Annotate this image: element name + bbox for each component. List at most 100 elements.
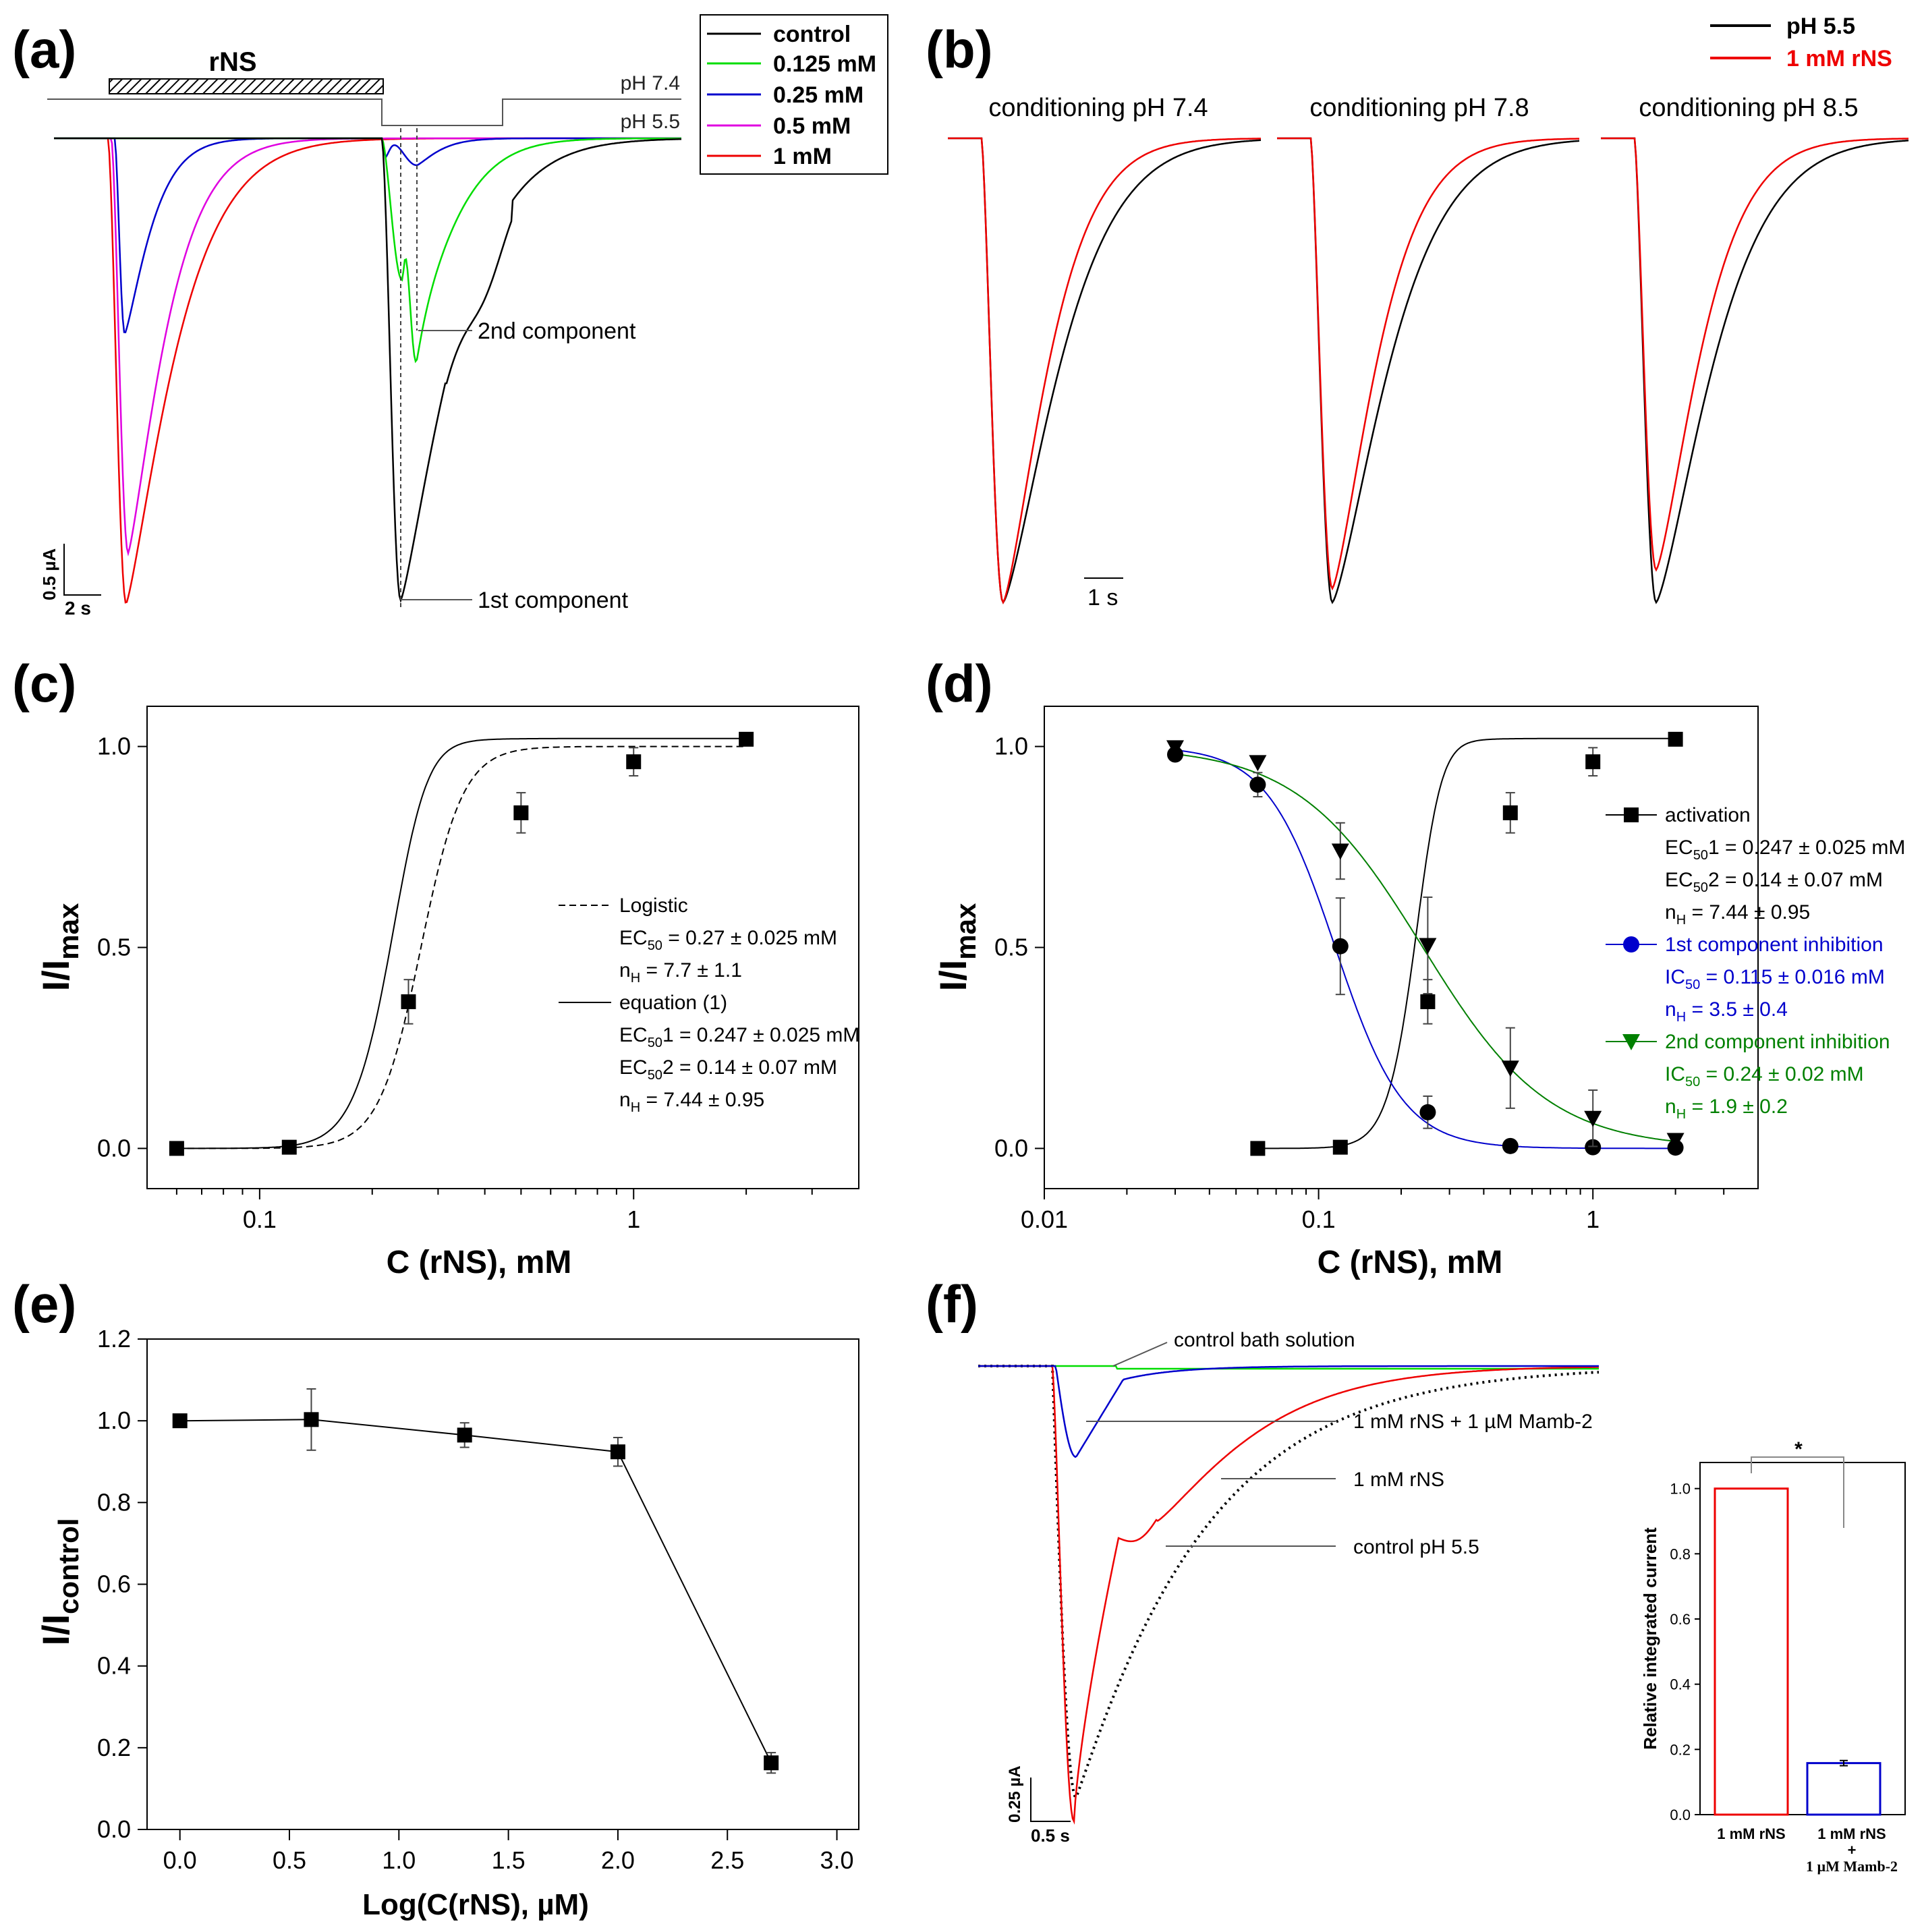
data-point [304, 1412, 319, 1427]
legend-subscript: 50 [1693, 880, 1708, 895]
fit-activation [1257, 737, 1676, 1149]
axis-d-ylabel: I/Imax [932, 903, 982, 991]
legend-a-label: 0.25 mM [773, 82, 864, 108]
data-point [610, 1444, 625, 1460]
legend-symbol: n [1665, 901, 1676, 924]
x-tick-label: 1 [1586, 1205, 1600, 1233]
x-tick-label: 3.0 [820, 1846, 854, 1874]
axes-e-series [172, 1388, 779, 1774]
legend-text: = 1.9 ± 0.2 [1686, 1096, 1788, 1118]
legend-symbol: n [1665, 1096, 1676, 1118]
panel-b: (b) pH 5.5 1 mM rNS conditioning pH 7.4 … [926, 13, 1909, 610]
y-tick-label: 0.5 [97, 934, 131, 961]
data-point [739, 731, 754, 747]
y-tick-label: 1.2 [97, 1325, 131, 1353]
legend-text: = 0.24 ± 0.02 mM [1700, 1063, 1863, 1085]
data-point [764, 1755, 779, 1771]
y-tick-label: 0.5 [994, 934, 1028, 961]
legend-value: EC50 = 0.27 ± 0.025 mM [619, 927, 837, 953]
y-tick-label: 0.8 [97, 1488, 131, 1516]
y-tick-label: 0.0 [994, 1134, 1028, 1162]
legend-value: nH = 7.7 ± 1.1 [619, 959, 742, 986]
y-tick-label: 1.0 [97, 1407, 131, 1434]
legend-value: nH = 7.44 ± 0.95 [619, 1089, 764, 1115]
rns-bar-label: rNS [208, 47, 256, 77]
trace-1mM-rns [1601, 137, 1909, 572]
axes-d-points [1166, 731, 1685, 1156]
axes-c-fits [176, 737, 747, 1149]
legend-symbol: n [619, 1089, 631, 1111]
legend-subscript: H [631, 971, 640, 986]
panel-b-traces [948, 137, 1909, 605]
legend-a-label: 0.5 mM [773, 113, 851, 139]
scale-bar-a-x: 2 s [65, 598, 91, 619]
axis-e-xlabel: Log(C(rNS), µM) [362, 1888, 589, 1921]
annotation-2nd-component: 2nd component [478, 318, 636, 344]
axes-d-ticks: 0.0 0.5 1.0 0.01 0.1 1 [994, 733, 1725, 1233]
legend-subscript: 50 [1685, 977, 1700, 992]
legend-symbol: EC [619, 927, 648, 949]
axis-c-xlabel: C (rNS), mM [387, 1245, 572, 1280]
x-tick-label: 0.1 [1302, 1205, 1336, 1233]
legend-symbol: EC [619, 1056, 648, 1079]
x-tick-label: 0.01 [1021, 1205, 1068, 1233]
data-point [1584, 1110, 1602, 1127]
inset-y-tick-label: 1.0 [1670, 1481, 1691, 1498]
legend-entry: Logistic [619, 894, 688, 917]
axes-e-frame [146, 1338, 859, 1830]
ph-low-label: pH 5.5 [621, 111, 680, 133]
axis-c-ylabel-sub: max [53, 903, 84, 960]
legend-subscript: 50 [1693, 848, 1708, 863]
legend-subscript: H [1676, 1010, 1686, 1025]
panel-a-traces [54, 137, 682, 604]
data-point [513, 805, 529, 820]
data-point [1585, 1139, 1602, 1156]
subpanel-b-title: conditioning pH 7.4 [988, 94, 1208, 122]
data-point [1419, 1104, 1436, 1120]
legend-symbol: n [1665, 998, 1676, 1021]
subpanel-b-title: conditioning pH 8.5 [1639, 94, 1858, 122]
axis-e-ylabel: I/Icontrol [34, 1518, 84, 1645]
legend-symbol: EC [1665, 836, 1693, 859]
scale-bar-f-x: 0.5 s [1031, 1825, 1070, 1846]
inset-xlabel: 1 µM Mamb-2 [1806, 1858, 1898, 1875]
ph-protocol-line [47, 98, 681, 126]
legend-subscript: H [631, 1100, 640, 1115]
legend-subscript: H [1676, 913, 1686, 928]
scale-bar-b-x: 1 s [1087, 585, 1118, 610]
data-point [169, 1141, 184, 1156]
data-point [457, 1427, 472, 1443]
y-tick-label: 0.0 [97, 1134, 131, 1162]
legend-symbol: IC [1665, 966, 1685, 988]
panel-a: (a) rNS pH 7.4 pH 5.5 2nd component 1st … [12, 14, 888, 619]
legend-value: IC50 = 0.24 ± 0.02 mM [1665, 1063, 1864, 1089]
legend-text: = 3.5 ± 0.4 [1686, 998, 1788, 1021]
legend-subscript: 50 [648, 1068, 662, 1083]
annotation-f-control-ph: control pH 5.5 [1353, 1536, 1479, 1558]
legend-text: 2 = 0.14 ± 0.07 mM [1708, 869, 1883, 891]
data-point [1420, 994, 1436, 1009]
legend-marker [1622, 1034, 1640, 1050]
data-point [1249, 755, 1267, 772]
ph-high-label: pH 7.4 [621, 72, 680, 94]
data-point [172, 1413, 188, 1429]
trace-1mM-rns [948, 137, 1261, 605]
x-tick-label: 0.0 [163, 1846, 197, 1874]
legend-symbol: n [619, 959, 631, 982]
inset-y-tick-label: 0.0 [1670, 1807, 1691, 1823]
legend-a-label: control [773, 22, 851, 47]
data-point [1668, 731, 1683, 747]
data-point [1332, 938, 1349, 955]
data-point [1249, 776, 1266, 793]
legend-value: EC501 = 0.247 ± 0.025 mM [619, 1024, 859, 1050]
axes-d-frame [1044, 706, 1759, 1189]
legend-a-label: 0.125 mM [773, 51, 876, 77]
x-tick-label: 1.0 [382, 1846, 416, 1874]
x-tick-label: 0.1 [243, 1205, 277, 1233]
data-point [1332, 1139, 1348, 1155]
legend-value: EC501 = 0.247 ± 0.025 mM [1665, 836, 1905, 863]
inset-y-tick-label: 0.2 [1670, 1741, 1691, 1758]
data-point [626, 754, 642, 770]
data-point [1502, 805, 1518, 820]
